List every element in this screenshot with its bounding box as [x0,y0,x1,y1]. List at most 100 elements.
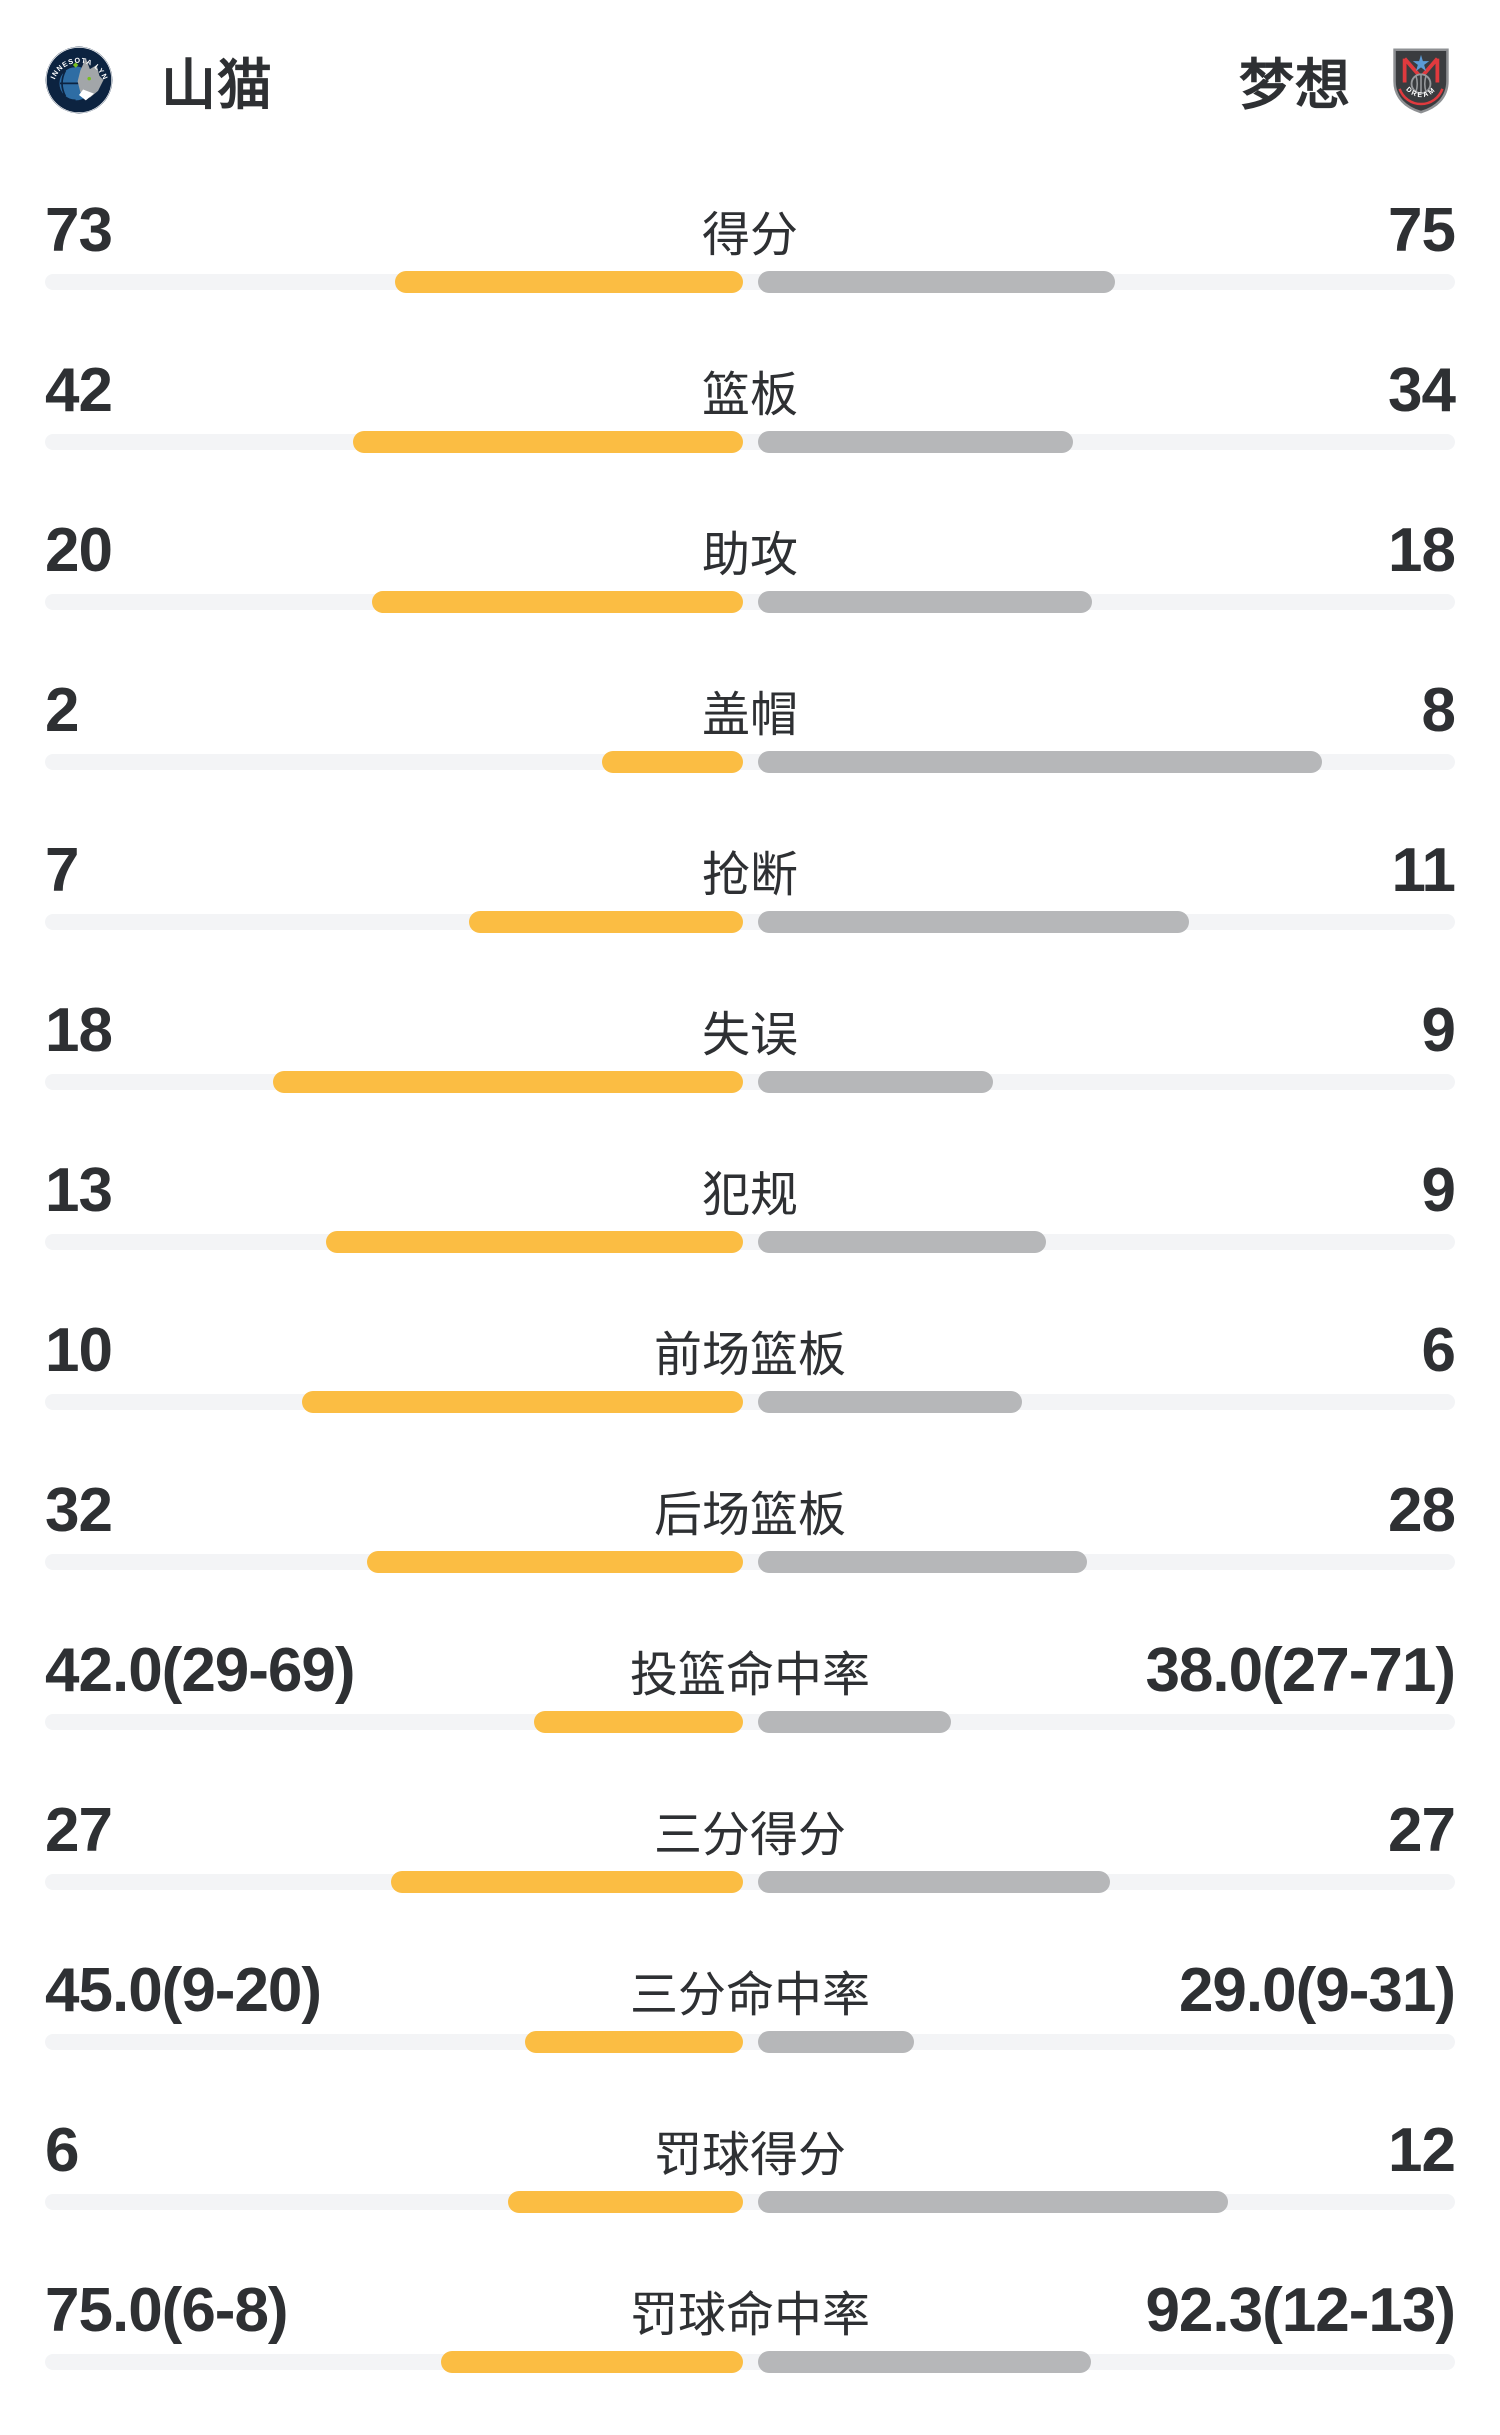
stat-row: 7 抢断 11 [45,835,1456,995]
away-stat-value: 38.0(27-71) [1145,1635,1456,1705]
home-stat-value: 42.0(29-69) [45,1635,356,1705]
teams-header: MINNESOTA LYNX 山猫 梦想 DREAM [0,0,1500,160]
home-stat-bar [302,1391,743,1413]
stat-bar-background [45,274,1455,290]
home-stat-bar [525,2031,743,2053]
stat-row: 27 三分得分 27 [45,1795,1456,1955]
away-stat-value: 6 [1421,1315,1456,1385]
home-stat-bar [353,431,743,453]
away-stat-bar [758,1231,1046,1253]
stat-bar-background [45,1874,1455,1890]
away-team-name: 梦想 [1238,54,1351,116]
home-stat-value: 45.0(9-20) [45,1955,322,2025]
away-stat-value: 18 [1388,515,1456,585]
stat-bar-track [45,271,1455,293]
away-stat-bar [758,2031,914,2053]
home-stat-value: 6 [45,2115,79,2185]
stat-bar-background [45,2194,1455,2210]
away-stat-bar [758,2351,1091,2373]
away-stat-bar [758,2191,1228,2213]
stat-bar-track [45,1711,1455,1733]
home-team-name: 山猫 [161,54,274,116]
stat-label: 助攻 [701,529,798,582]
stat-row: 42.0(29-69) 投篮命中率 38.0(27-71) [45,1635,1456,1795]
home-stat-value: 42 [45,355,113,425]
home-stat-bar [326,1231,743,1253]
minnesota-lynx-logo-icon: MINNESOTA LYNX [45,46,113,114]
stat-row: 6 罚球得分 12 [45,2115,1456,2275]
away-stat-bar [758,431,1073,453]
away-team-header: 梦想 DREAM [1239,40,1455,120]
stat-row: 10 前场篮板 6 [45,1315,1456,1475]
away-stat-bar [758,1551,1087,1573]
stat-bar-track [45,751,1455,773]
away-stat-value: 11 [1391,835,1456,905]
away-stat-value: 28 [1388,1475,1456,1545]
away-stat-bar [758,271,1115,293]
away-stat-bar [758,1871,1110,1893]
away-stat-bar [758,1391,1022,1413]
away-stat-value: 12 [1388,2115,1456,2185]
home-stat-bar [367,1551,743,1573]
stat-label: 犯规 [701,1169,798,1222]
atlanta-dream-logo-icon: DREAM [1393,48,1449,114]
away-stat-bar [758,911,1189,933]
stat-bar-background [45,1714,1455,1730]
home-stat-value: 32 [45,1475,113,1545]
stat-label: 三分得分 [653,1809,846,1862]
stat-bar-track [45,1231,1455,1253]
stat-bar-track [45,2031,1455,2053]
stat-row: 2 盖帽 8 [45,675,1456,835]
stat-label: 后场篮板 [653,1489,846,1542]
away-stat-bar [758,591,1092,613]
stat-bar-track [45,1551,1455,1573]
home-stat-bar [469,911,743,933]
stat-label: 罚球得分 [653,2129,846,2182]
stat-label: 篮板 [701,369,798,422]
stat-bar-background [45,434,1455,450]
home-stat-value: 13 [45,1155,113,1225]
home-stat-value: 18 [45,995,113,1065]
away-stat-value: 34 [1388,355,1456,425]
away-stat-value: 29.0(9-31) [1178,1955,1456,2025]
stat-label: 三分命中率 [629,1969,870,2022]
away-stat-value: 75 [1388,195,1456,265]
away-stat-value: 9 [1421,1155,1456,1225]
stat-bar-track [45,2191,1455,2213]
home-stat-value: 20 [45,515,113,585]
away-stat-bar [758,1711,951,1733]
home-stat-value: 73 [45,195,113,265]
stat-label: 失误 [701,1009,798,1062]
stat-label: 盖帽 [701,689,798,742]
stat-label: 罚球命中率 [629,2289,870,2342]
stat-bar-background [45,1394,1455,1410]
stat-label: 投篮命中率 [629,1649,870,1702]
stat-row: 32 后场篮板 28 [45,1475,1456,1635]
stat-row: 73 得分 75 [45,195,1456,355]
stat-bar-track [45,591,1455,613]
stat-bar-background [45,2034,1455,2050]
stat-label: 前场篮板 [653,1329,846,1382]
home-stat-bar [273,1071,743,1093]
stat-bar-track [45,1871,1455,1893]
stat-row: 20 助攻 18 [45,515,1456,675]
stat-label: 得分 [701,209,798,262]
away-stat-value: 92.3(12-13) [1145,2275,1456,2345]
stats-list: 73 得分 75 42 篮板 34 20 助攻 18 [0,195,1500,2435]
home-stat-bar [508,2191,743,2213]
stat-bar-track [45,911,1455,933]
home-stat-value: 2 [45,675,79,745]
stat-row: 75.0(6-8) 罚球命中率 92.3(12-13) [45,2275,1456,2435]
stat-row: 18 失误 9 [45,995,1456,1155]
home-stat-value: 7 [45,835,79,905]
away-stat-value: 8 [1421,675,1456,745]
stat-bar-background [45,2354,1455,2370]
home-stat-bar [534,1711,743,1733]
stat-bar-background [45,914,1455,930]
away-stat-value: 9 [1421,995,1456,1065]
stat-row: 42 篮板 34 [45,355,1456,515]
home-stat-value: 75.0(6-8) [45,2275,289,2345]
stat-bar-track [45,2351,1455,2373]
away-stat-bar [758,751,1322,773]
